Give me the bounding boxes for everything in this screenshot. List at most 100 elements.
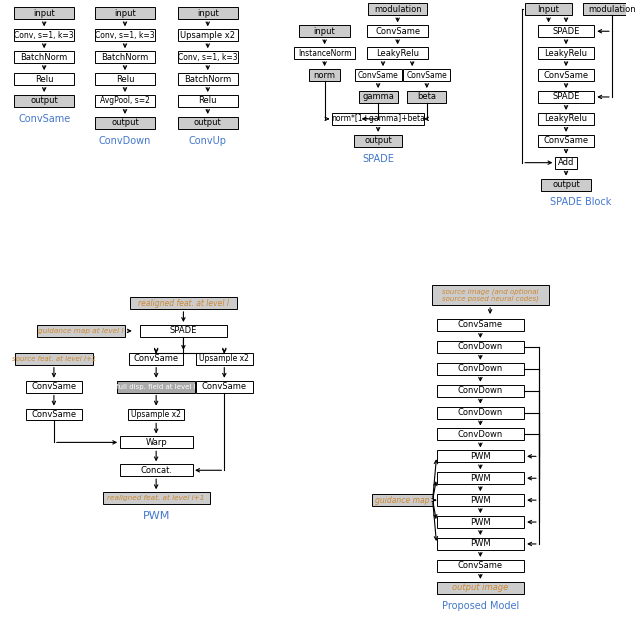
FancyBboxPatch shape (26, 381, 82, 392)
FancyBboxPatch shape (436, 582, 524, 594)
Text: ConvDown: ConvDown (458, 342, 503, 351)
FancyBboxPatch shape (436, 384, 524, 397)
Text: input: input (114, 9, 136, 18)
Text: output: output (111, 118, 139, 127)
Text: ConvDown: ConvDown (99, 136, 151, 146)
FancyBboxPatch shape (525, 3, 572, 15)
FancyBboxPatch shape (140, 325, 227, 337)
FancyBboxPatch shape (436, 494, 524, 506)
Text: Relu: Relu (116, 75, 134, 83)
FancyBboxPatch shape (538, 47, 595, 59)
Text: PWM: PWM (143, 511, 170, 521)
Text: LeakyRelu: LeakyRelu (376, 49, 419, 57)
FancyBboxPatch shape (538, 113, 595, 125)
FancyBboxPatch shape (177, 7, 238, 19)
Text: input: input (33, 9, 55, 18)
Text: Conv, s=1, k=3: Conv, s=1, k=3 (178, 53, 237, 62)
FancyBboxPatch shape (538, 91, 595, 103)
FancyBboxPatch shape (14, 29, 74, 41)
Text: ConvSame: ConvSame (458, 561, 503, 570)
FancyBboxPatch shape (130, 297, 237, 309)
FancyBboxPatch shape (403, 69, 450, 81)
Text: output: output (194, 118, 221, 127)
Text: input: input (314, 27, 335, 36)
FancyBboxPatch shape (556, 157, 577, 169)
Text: input: input (197, 9, 219, 18)
Text: ConvSame: ConvSame (31, 382, 76, 391)
FancyBboxPatch shape (355, 69, 401, 81)
FancyBboxPatch shape (129, 353, 183, 365)
FancyBboxPatch shape (538, 69, 595, 81)
Text: ConvSame: ConvSame (406, 70, 447, 80)
FancyBboxPatch shape (14, 73, 74, 85)
Text: guidance map at level l: guidance map at level l (38, 328, 124, 334)
FancyBboxPatch shape (538, 25, 595, 37)
Text: output: output (364, 136, 392, 145)
FancyBboxPatch shape (196, 381, 253, 392)
Text: full disp. field at level l: full disp. field at level l (116, 384, 196, 390)
Text: source feat. at level l+1: source feat. at level l+1 (12, 356, 96, 362)
Text: SPADE: SPADE (362, 154, 394, 164)
FancyBboxPatch shape (117, 381, 195, 392)
Text: Relu: Relu (198, 96, 217, 106)
FancyBboxPatch shape (367, 25, 428, 37)
FancyBboxPatch shape (309, 69, 340, 81)
Text: Upsample x2: Upsample x2 (131, 410, 181, 419)
FancyBboxPatch shape (358, 91, 397, 103)
FancyBboxPatch shape (538, 135, 595, 146)
Text: modulation: modulation (374, 5, 421, 14)
FancyBboxPatch shape (300, 25, 350, 37)
Text: output: output (30, 96, 58, 106)
FancyBboxPatch shape (95, 117, 155, 129)
Text: ConvSame: ConvSame (458, 320, 503, 329)
FancyBboxPatch shape (177, 51, 238, 63)
Text: realigned feat. at level l+1: realigned feat. at level l+1 (108, 495, 205, 501)
Text: Relu: Relu (35, 75, 53, 83)
FancyBboxPatch shape (95, 73, 155, 85)
FancyBboxPatch shape (582, 3, 640, 15)
Text: SPADE: SPADE (552, 93, 580, 101)
Text: PWM: PWM (470, 540, 491, 548)
Text: ConvSame: ConvSame (543, 70, 589, 80)
FancyBboxPatch shape (432, 285, 548, 305)
Text: guidance map: guidance map (375, 496, 429, 505)
FancyBboxPatch shape (177, 29, 238, 41)
Text: BatchNorm: BatchNorm (101, 53, 148, 62)
FancyBboxPatch shape (436, 472, 524, 485)
Text: PWM: PWM (470, 452, 491, 461)
Text: SPADE: SPADE (170, 326, 197, 336)
FancyBboxPatch shape (436, 560, 524, 572)
FancyBboxPatch shape (436, 341, 524, 353)
FancyBboxPatch shape (436, 428, 524, 441)
Text: ConvSame: ConvSame (134, 354, 179, 363)
FancyBboxPatch shape (332, 113, 424, 125)
Text: beta: beta (417, 93, 436, 101)
FancyBboxPatch shape (369, 3, 427, 15)
Text: InstanceNorm: InstanceNorm (298, 49, 351, 57)
FancyBboxPatch shape (95, 7, 155, 19)
Text: ConvUp: ConvUp (189, 136, 227, 146)
FancyBboxPatch shape (102, 492, 210, 504)
Text: AvgPool, s=2: AvgPool, s=2 (100, 96, 150, 106)
FancyBboxPatch shape (95, 95, 155, 107)
FancyBboxPatch shape (354, 135, 403, 146)
Text: Concat.: Concat. (140, 466, 172, 475)
FancyBboxPatch shape (196, 353, 253, 365)
FancyBboxPatch shape (128, 408, 184, 420)
Text: output image: output image (452, 583, 509, 592)
FancyBboxPatch shape (541, 179, 591, 190)
FancyBboxPatch shape (26, 408, 82, 420)
Text: realigned feat. at level l: realigned feat. at level l (138, 298, 229, 308)
Text: Upsample x2: Upsample x2 (180, 31, 236, 40)
Text: Warp: Warp (145, 438, 167, 447)
FancyBboxPatch shape (372, 494, 433, 506)
Text: modulation: modulation (588, 5, 636, 14)
Text: ConvDown: ConvDown (458, 408, 503, 417)
Text: Proposed Model: Proposed Model (442, 601, 519, 611)
Text: BatchNorm: BatchNorm (20, 53, 68, 62)
FancyBboxPatch shape (14, 51, 74, 63)
Text: SPADE Block: SPADE Block (550, 198, 611, 208)
Text: SPADE: SPADE (552, 27, 580, 36)
Text: ConvSame: ConvSame (375, 27, 420, 36)
Text: PWM: PWM (470, 474, 491, 483)
